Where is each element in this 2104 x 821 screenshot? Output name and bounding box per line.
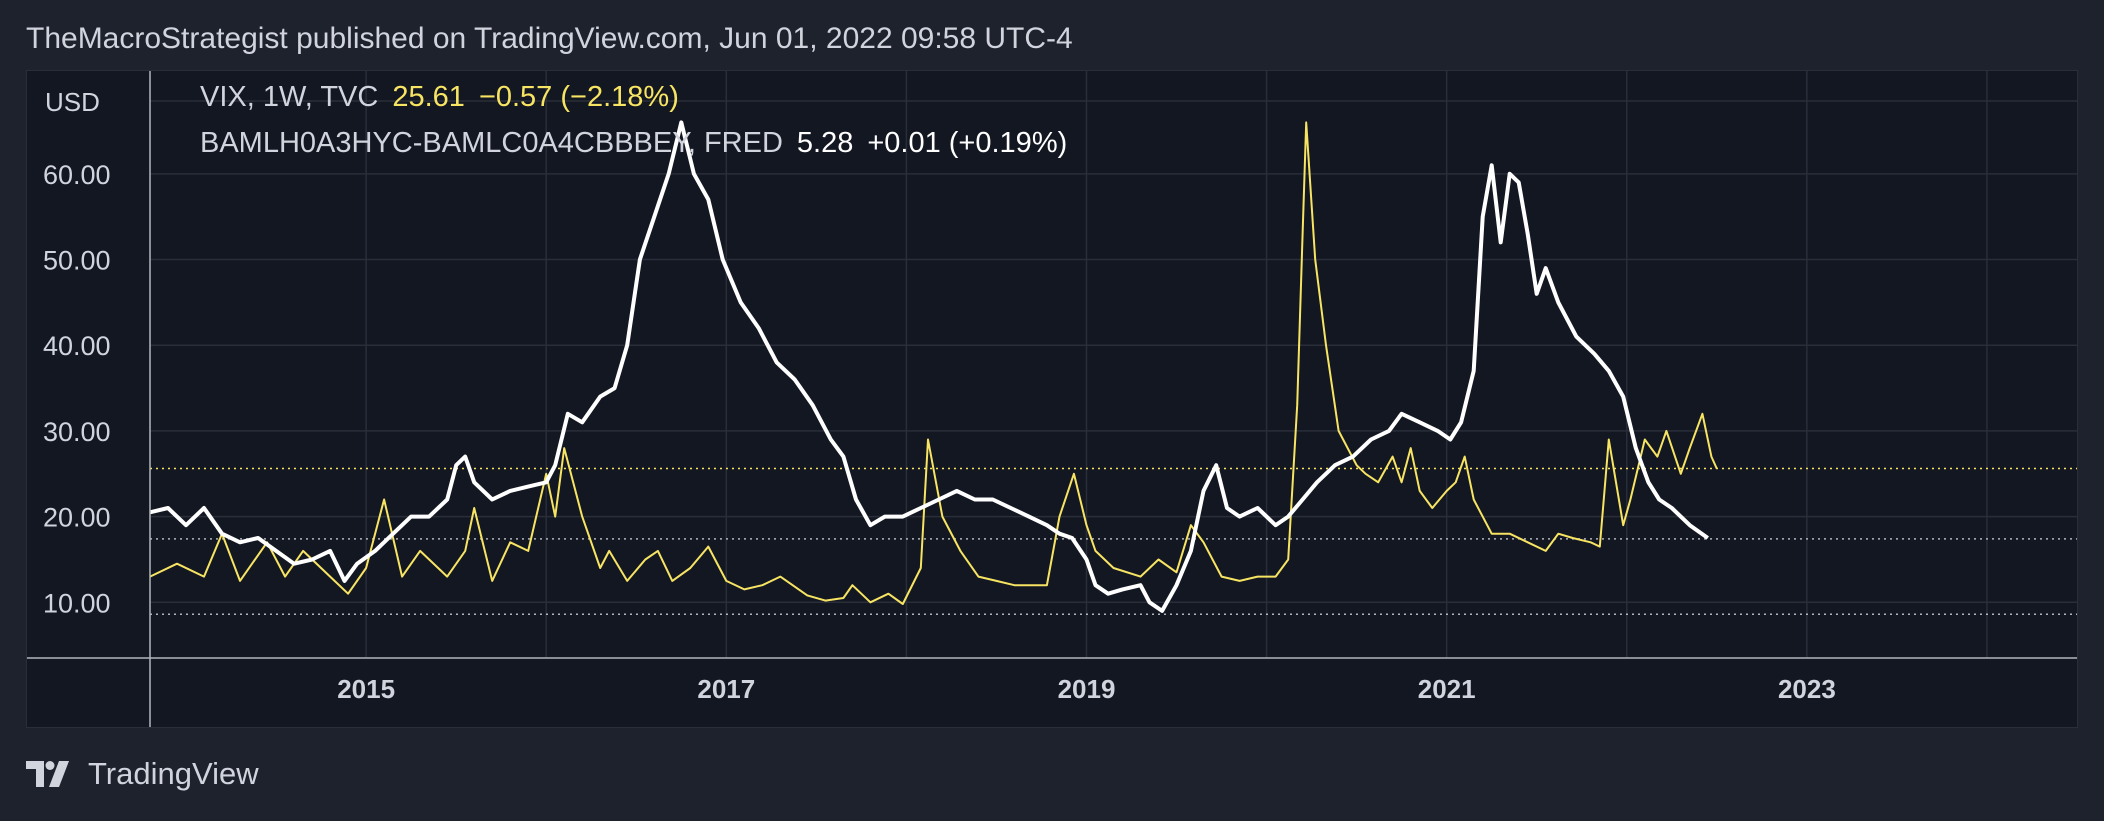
y-tick-label: 30.00 xyxy=(43,417,111,447)
chart-panel[interactable]: 10.00 20.00 30.00 40.00 50.00 60.00 2015 2017 20… xyxy=(26,70,2078,728)
tradingview-logo-icon xyxy=(26,761,69,787)
grid-layer xyxy=(150,71,2077,658)
axis-layer: 10.00 20.00 30.00 40.00 50.00 60.00 2015 2017 20… xyxy=(27,71,2077,727)
x-tick-label: 2017 xyxy=(697,674,755,704)
legend-vix-change: −0.57 (−2.18%) xyxy=(478,81,679,113)
legend-spread-label: BAMLH0A3HYC-BAMLC0A4CBBBEY, FRED xyxy=(200,127,783,159)
legend-spread-value: 5.28 xyxy=(796,127,854,159)
legend-spread[interactable]: BAMLH0A3HYC-BAMLC0A4CBBBEY, FRED 5.28 +0.0… xyxy=(200,127,1067,160)
spread-series-line[interactable] xyxy=(149,120,1709,613)
vix-series-line[interactable] xyxy=(149,121,1718,605)
y-tick-label: 20.00 xyxy=(43,503,111,533)
y-tick-label: 50.00 xyxy=(43,246,111,276)
legend-vix[interactable]: VIX, 1W, TVC 25.61 −0.57 (−2.18%) xyxy=(200,81,679,114)
y-tick-label: 40.00 xyxy=(43,331,111,361)
tradingview-brand: TradingView xyxy=(88,756,259,791)
published-header: TheMacroStrategist published on TradingV… xyxy=(26,22,1073,55)
tradingview-footer[interactable]: TradingView xyxy=(26,756,259,792)
y-tick-label: 10.00 xyxy=(43,588,111,618)
y-tick-label: 60.00 xyxy=(43,160,111,190)
x-tick-label: 2023 xyxy=(1778,674,1836,704)
legend-vix-label: VIX, 1W, TVC xyxy=(200,81,379,113)
legend-vix-value: 25.61 xyxy=(392,81,465,113)
chart-canvas[interactable]: 10.00 20.00 30.00 40.00 50.00 60.00 2015 2017 20… xyxy=(27,71,2077,727)
x-tick-label: 2021 xyxy=(1418,674,1476,704)
legend-spread-change: +0.01 (+0.19%) xyxy=(867,127,1068,159)
series-layer xyxy=(149,120,1718,613)
y-axis-unit-label: USD xyxy=(45,87,100,117)
x-tick-label: 2015 xyxy=(337,674,395,704)
x-tick-label: 2019 xyxy=(1058,674,1116,704)
